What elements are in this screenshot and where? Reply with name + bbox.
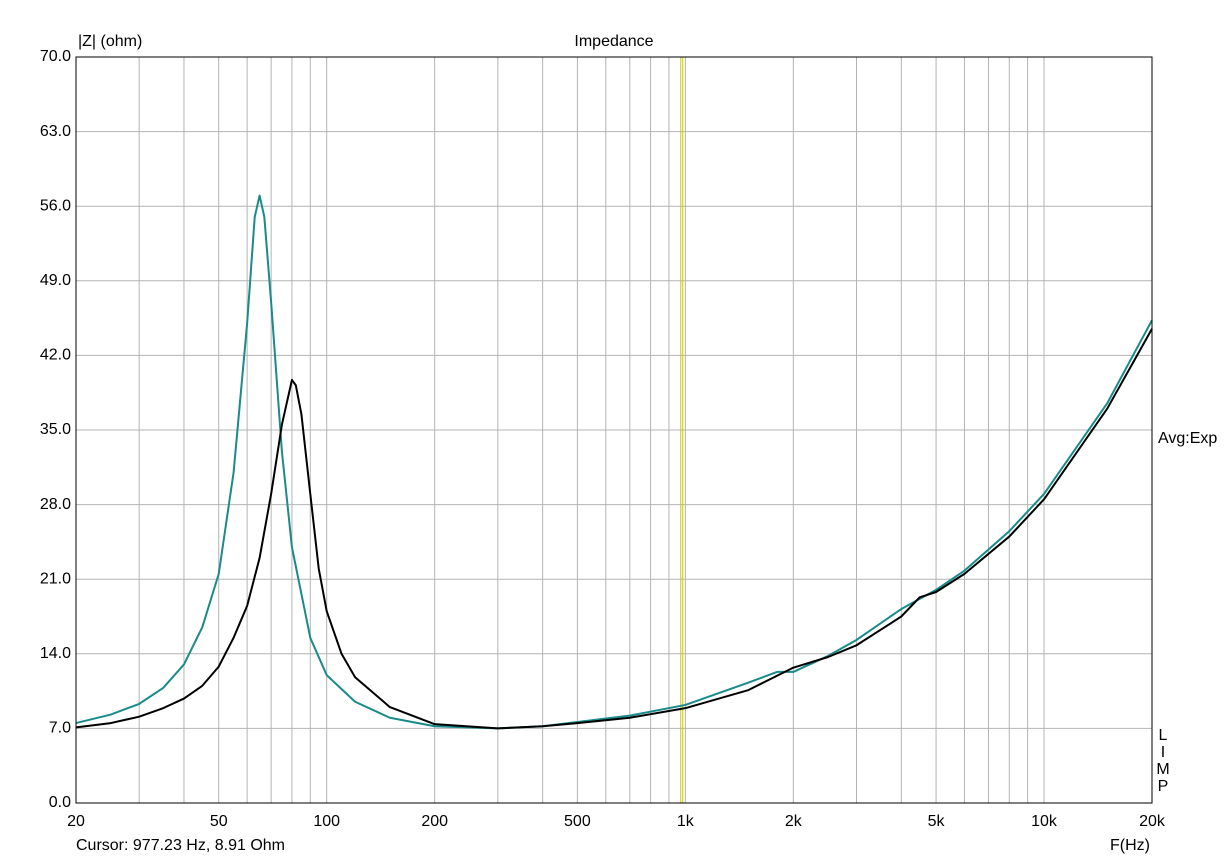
y-tick-label: 7.0 xyxy=(49,720,71,737)
side-letter: I xyxy=(1161,744,1165,761)
x-tick-label: 2k xyxy=(785,813,803,830)
y-tick-label: 42.0 xyxy=(40,347,71,364)
side-note: Avg:Exp xyxy=(1158,430,1217,447)
x-tick-label: 200 xyxy=(421,813,448,830)
x-tick-label: 10k xyxy=(1031,813,1058,830)
x-tick-label: 20k xyxy=(1139,813,1166,830)
y-tick-label: 63.0 xyxy=(40,123,71,140)
x-axis-label: F(Hz) xyxy=(1110,837,1150,854)
x-tick-label: 500 xyxy=(564,813,591,830)
chart-title: Impedance xyxy=(574,33,653,50)
side-letter: M xyxy=(1156,761,1169,778)
x-tick-label: 50 xyxy=(210,813,228,830)
y-tick-label: 49.0 xyxy=(40,272,71,289)
x-tick-label: 1k xyxy=(677,813,695,830)
y-tick-label: 35.0 xyxy=(40,421,71,438)
y-tick-label: 70.0 xyxy=(40,48,71,65)
x-tick-label: 20 xyxy=(67,813,85,830)
x-tick-label: 5k xyxy=(928,813,946,830)
side-letter: L xyxy=(1159,727,1168,744)
y-tick-label: 28.0 xyxy=(40,496,71,513)
y-axis-label: |Z| (ohm) xyxy=(78,33,142,50)
y-tick-label: 0.0 xyxy=(49,794,71,811)
side-letter: P xyxy=(1158,778,1169,795)
plot-frame xyxy=(75,56,1153,804)
series-line xyxy=(75,328,1153,730)
cursor-readout: Cursor: 977.23 Hz, 8.91 Ohm xyxy=(76,837,285,854)
y-tick-label: 21.0 xyxy=(40,570,71,587)
x-tick-label: 100 xyxy=(313,813,340,830)
y-tick-label: 56.0 xyxy=(40,197,71,214)
series-line xyxy=(75,194,1153,730)
y-tick-label: 14.0 xyxy=(40,645,71,662)
